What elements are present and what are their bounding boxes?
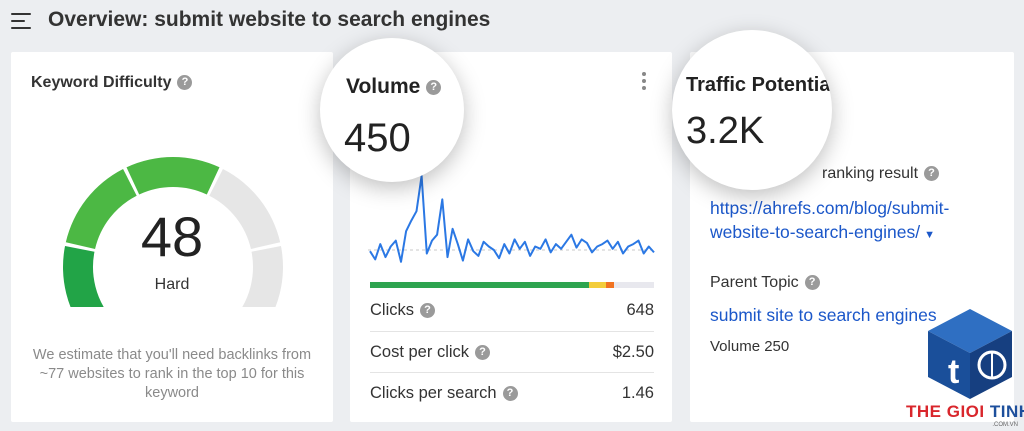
page-title: Overview: submit website to search engin… (48, 8, 491, 31)
keyword-difficulty-title: Keyword Difficulty? (31, 74, 193, 92)
clicks-per-search-value: 1.46 (621, 384, 654, 402)
watermark-logo: t THE GIOI TINHOC .COM.VN (900, 305, 1024, 431)
difficulty-label: Hard (154, 276, 190, 293)
gauge-segment (65, 168, 137, 250)
watermark-domain: .COM.VN (992, 422, 1018, 428)
traffic-potential-value: 3.2K (686, 110, 765, 152)
click-bar-segment-paid (588, 282, 606, 288)
clicks-row: Clicks? 648 (370, 301, 654, 319)
difficulty-score: 48 (140, 205, 204, 268)
parent-topic-volume: Volume 250 (710, 338, 790, 355)
gauge-segment (63, 246, 104, 307)
click-bar-segment-organic (370, 282, 589, 288)
help-icon[interactable]: ? (426, 79, 442, 95)
gauge-segment (209, 168, 281, 250)
click-bar-segment-other (605, 282, 615, 288)
cpc-value: $2.50 (612, 343, 654, 361)
clicks-per-search-row: Clicks per search? 1.46 (370, 372, 654, 413)
top-ranking-label: ranking result? (712, 165, 940, 183)
svg-text:t: t (948, 353, 959, 391)
top-ranking-url[interactable]: https://ahrefs.com/blog/submit-website-t… (710, 198, 950, 242)
cpc-row: Cost per click? $2.50 (370, 331, 654, 372)
volume-value: 450 (344, 116, 411, 160)
help-icon[interactable]: ? (475, 345, 491, 361)
gauge-segment (126, 157, 220, 195)
help-icon[interactable]: ? (177, 75, 193, 91)
click-bar-segment-no-click (614, 282, 654, 288)
keyword-difficulty-card: Keyword Difficulty? 48 Hard We estimate … (11, 52, 333, 422)
parent-topic-label: Parent Topic? (710, 274, 820, 292)
difficulty-description: We estimate that you'll need backlinks f… (32, 347, 312, 401)
volume-magnifier: Volume? 450 (320, 38, 464, 182)
top-bar: Overview: submit website to search engin… (0, 0, 1024, 42)
help-icon[interactable]: ? (924, 166, 940, 182)
parent-topic-link[interactable]: submit site to search engines (710, 305, 937, 325)
watermark-part2: TINHOC (989, 402, 1024, 421)
traffic-potential-title: Traffic Potential (686, 74, 832, 96)
volume-title: Volume (346, 75, 421, 98)
clicks-distribution-bar (370, 282, 654, 288)
help-icon[interactable]: ? (420, 303, 435, 319)
cube-logo-icon: t (928, 309, 1012, 399)
clicks-value: 648 (626, 301, 654, 319)
help-icon[interactable]: ? (804, 275, 820, 291)
volume-trend-chart (368, 174, 656, 263)
help-icon[interactable]: ? (502, 386, 518, 402)
dropdown-caret-icon[interactable]: ▼ (924, 229, 935, 241)
difficulty-gauge (63, 157, 283, 307)
watermark-part1: THE GIOI (906, 402, 985, 421)
volume-trend-line (369, 174, 655, 263)
more-options-icon[interactable] (642, 72, 646, 90)
gauge-segment (242, 246, 283, 307)
traffic-potential-magnifier: Traffic Potential? 3.2K (672, 30, 832, 190)
hamburger-menu-icon[interactable] (11, 13, 31, 29)
